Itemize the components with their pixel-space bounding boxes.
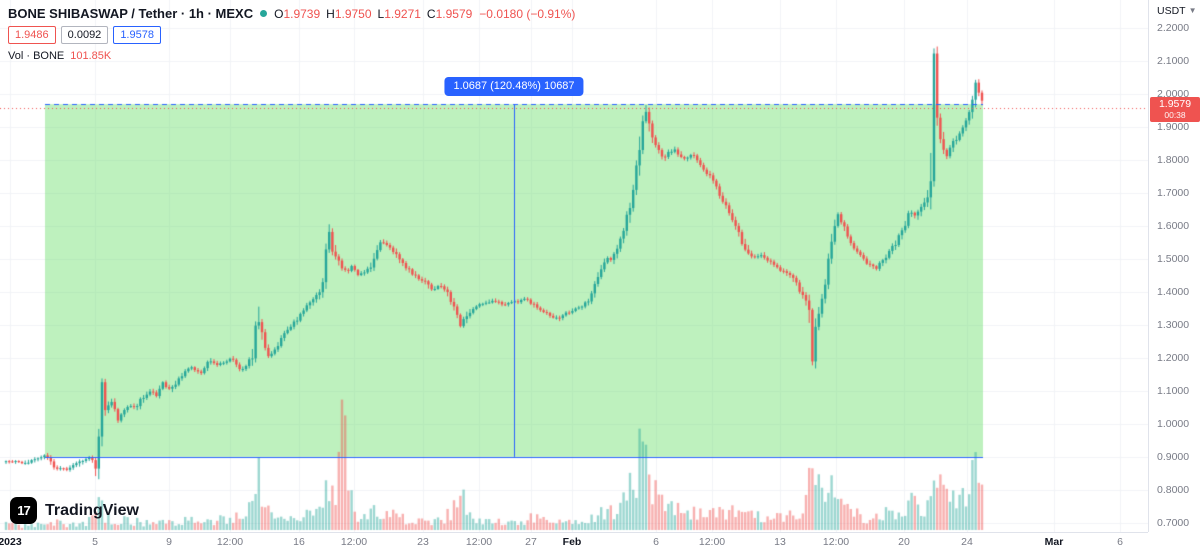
price-tick-label: 1.8000 (1157, 154, 1190, 166)
time-tick-label: 24 (961, 536, 973, 548)
time-tick-label: 9 (166, 536, 172, 548)
market-status-dot-icon (260, 10, 268, 17)
tradingview-logo-text: TradingView (45, 501, 139, 519)
price-axis[interactable]: USDT ▼ 1.9579 00:38 2.2000 2.1000 2.0000 1.… (1148, 0, 1200, 532)
tradingview-logo[interactable]: 17 TradingView (10, 497, 139, 524)
price-tick-label: 0.7000 (1157, 517, 1190, 529)
time-tick-label: 12:00 (822, 536, 850, 548)
price-tick-label: 0.8000 (1157, 484, 1190, 496)
low-value: 1.9271 (384, 6, 421, 21)
price-range-measurement-label[interactable]: 1.0687 (120.48%) 10687 (444, 77, 584, 97)
symbol-title[interactable]: BONE SHIBASWAP / Tether · 1h · MEXC (8, 6, 254, 21)
price-change: −0.0180 (−0.91%) (479, 6, 576, 21)
legend-symbol-row: BONE SHIBASWAP / Tether · 1h · MEXC O 1.9… (8, 6, 575, 21)
time-axis[interactable]: 2023 5 9 12:00 16 12:00 23 12:00 27 Feb 6 12:00 13 12… (0, 532, 1148, 551)
time-tick-label: 12:00 (340, 536, 368, 548)
last-price-badge: 1.9579 00:38 (1150, 96, 1200, 122)
time-tick-label: 12:00 (465, 536, 493, 548)
price-tick-label: 1.3000 (1157, 319, 1190, 331)
time-tick-label: 20 (898, 536, 910, 548)
price-tick-label: 2.1000 (1157, 55, 1190, 67)
close-value: 1.9579 (435, 6, 473, 21)
open-value: 1.9739 (283, 6, 321, 21)
price-tick-label: 1.9000 (1157, 121, 1190, 133)
time-tick-label: 23 (417, 536, 429, 548)
price-tick-label: 1.5000 (1157, 253, 1190, 265)
volume-indicator-label[interactable]: Vol · BONE (8, 50, 65, 62)
time-tick-label: 6 (653, 536, 659, 548)
time-tick-label: 27 (525, 536, 537, 548)
price-axis-unit-label: USDT (1157, 5, 1186, 17)
close-label: C (426, 6, 436, 21)
time-tick-label: 5 (92, 536, 98, 548)
price-tick-label: 1.7000 (1157, 187, 1190, 199)
price-tick-label: 1.2000 (1157, 352, 1190, 364)
time-tick-label: 16 (293, 536, 305, 548)
price-axis-unit-toggle[interactable]: USDT ▼ (1157, 5, 1197, 17)
price-tick-label: 1.0000 (1157, 418, 1190, 430)
range-diff-box: 0.0092 (60, 26, 109, 44)
time-tick-label: 13 (774, 536, 786, 548)
time-tick-label: 12:00 (698, 536, 726, 548)
time-tick-label: 12:00 (216, 536, 244, 548)
time-tick-label: 6 (1117, 536, 1123, 548)
volume-value: 101.85K (70, 50, 112, 62)
high-value: 1.9750 (334, 6, 372, 21)
tradingview-logo-icon: 17 (10, 497, 37, 524)
price-tick-label: 0.9000 (1157, 451, 1190, 463)
bar-close-countdown: 00:38 (1164, 109, 1186, 120)
range-low-box: 1.9486 (8, 26, 56, 44)
range-tool-values-row: 1.9486 0.0092 1.9578 (8, 26, 575, 44)
ohlc-values: O 1.9739 H 1.9750 L 1.9271 C 1.9579 (274, 7, 472, 21)
high-label: H (326, 6, 335, 21)
time-tick-label: Feb (562, 536, 582, 548)
last-price-value: 1.9579 (1158, 97, 1192, 110)
chevron-down-icon: ▼ (1188, 6, 1197, 15)
price-tick-label: 1.6000 (1157, 220, 1190, 232)
price-tick-label: 1.1000 (1157, 385, 1190, 397)
open-label: O (274, 6, 284, 21)
price-tick-label: 1.4000 (1157, 286, 1190, 298)
volume-indicator-row: Vol · BONE 101.85K (8, 50, 575, 62)
time-tick-label: Mar (1044, 536, 1064, 548)
chart-legend: BONE SHIBASWAP / Tether · 1h · MEXC O 1.9… (8, 6, 575, 62)
low-label: L (377, 6, 385, 21)
range-high-box: 1.9578 (113, 26, 161, 44)
price-tick-label: 2.2000 (1157, 22, 1190, 34)
time-tick-label: 2023 (0, 536, 22, 548)
